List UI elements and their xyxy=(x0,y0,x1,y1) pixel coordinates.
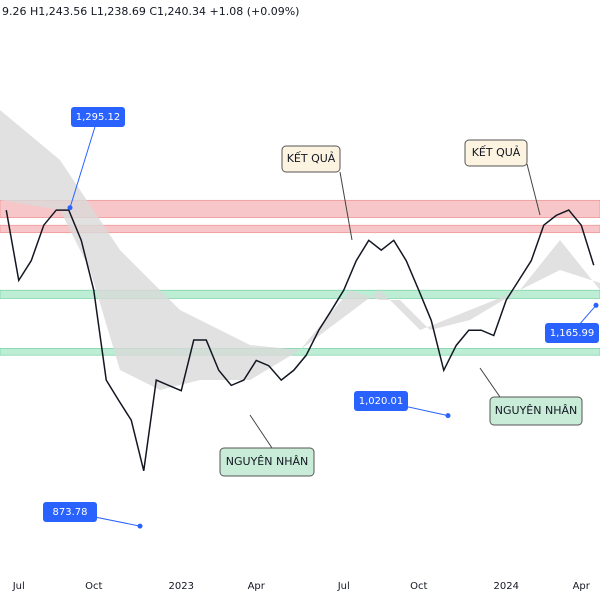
x-tick-label: Oct xyxy=(410,581,427,592)
note-text: KẾT QUẢ xyxy=(287,151,336,165)
note-text: NGUYÊN NHÂN xyxy=(495,404,577,417)
callout-box xyxy=(545,323,599,343)
callout: 1,165.99 xyxy=(545,323,599,343)
note-text: NGUYÊN NHÂN xyxy=(226,455,308,468)
callout-box xyxy=(43,502,97,522)
callout-point xyxy=(593,302,599,308)
x-tick-label: 2023 xyxy=(169,581,194,592)
price-zone xyxy=(0,199,600,218)
callout-box xyxy=(354,391,408,411)
x-tick-label: Apr xyxy=(248,581,266,592)
callout: 1,295.12 xyxy=(71,107,125,127)
note: NGUYÊN NHÂN xyxy=(479,367,583,426)
x-tick-label: Oct xyxy=(85,581,102,592)
note-text: KẾT QUẢ xyxy=(472,145,521,159)
callout-label: 1,165.99 xyxy=(550,328,595,339)
price-zone xyxy=(0,224,600,234)
x-tick-label: 2024 xyxy=(494,581,519,592)
callout-point xyxy=(137,523,143,529)
price-zone xyxy=(0,348,600,356)
price-line xyxy=(5,209,595,471)
callout-point xyxy=(445,413,451,419)
x-tick-label: Apr xyxy=(573,581,591,592)
moving-average-band xyxy=(0,110,600,390)
x-tick-label: Jul xyxy=(12,581,25,592)
note: NGUYÊN NHÂN xyxy=(219,414,315,477)
callout-box xyxy=(71,107,125,127)
note: KẾT QUẢ xyxy=(464,139,541,216)
note: KẾT QUẢ xyxy=(281,145,353,241)
price-zone xyxy=(0,289,600,299)
callout-label: 1,295.12 xyxy=(76,112,121,123)
callout: 1,020.01 xyxy=(354,391,408,411)
callout-label: 873.78 xyxy=(53,507,88,518)
callout-point xyxy=(67,205,73,211)
ohlc-header: 9.26 H1,243.56 L1,238.69 C1,240.34 +1.08… xyxy=(2,5,299,18)
x-tick-label: Jul xyxy=(337,581,350,592)
callout: 873.78 xyxy=(43,502,97,522)
callout-leader xyxy=(69,116,99,208)
callout-label: 1,020.01 xyxy=(359,396,404,407)
